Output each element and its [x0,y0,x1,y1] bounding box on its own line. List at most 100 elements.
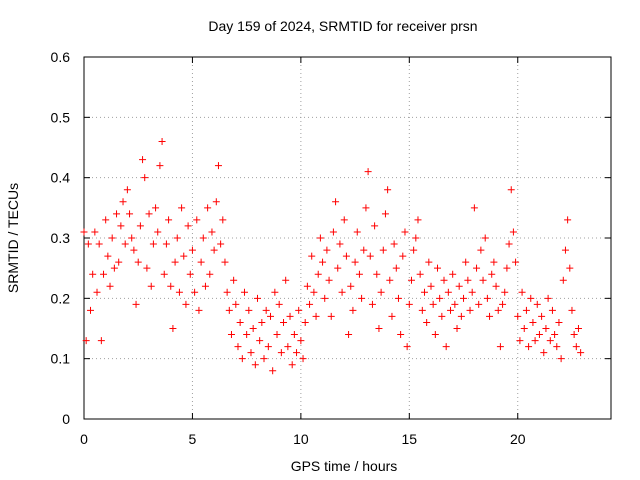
data-point [574,325,582,332]
data-point [243,331,251,339]
data-point [514,312,522,320]
data-point [143,264,151,272]
data-point [512,258,520,266]
data-point [123,186,131,194]
data-point [227,331,235,339]
data-point [280,318,288,326]
data-point [542,325,550,332]
data-point [184,222,192,230]
data-point [490,258,498,266]
data-point [275,300,283,308]
data-point [464,276,472,284]
data-point [431,331,439,339]
data-point [258,318,266,326]
data-point [251,361,259,369]
data-point [336,240,344,248]
data-point [113,210,121,218]
data-point [403,343,411,351]
data-point [197,258,205,266]
data-point [165,216,173,224]
data-point [193,216,201,224]
data-point [531,337,539,345]
data-point [358,294,366,302]
data-point [479,276,487,284]
data-point [561,246,569,254]
data-point [407,276,415,284]
data-point [219,216,227,224]
data-point [559,276,567,284]
data-point [527,294,535,302]
data-point [186,270,194,278]
data-point [188,246,196,254]
data-point [447,306,455,314]
data-point [332,198,340,206]
data-point [115,258,123,266]
data-point [162,240,170,248]
data-point [195,306,203,314]
data-point [535,331,543,339]
data-point [401,228,409,236]
data-point [314,270,322,278]
data-point [438,312,446,320]
data-point [557,355,565,363]
data-point [570,331,578,339]
data-point [444,288,452,296]
grid-lines [84,57,611,419]
data-point [319,258,327,266]
data-point [204,204,212,212]
data-point [306,300,314,308]
data-point [208,228,216,236]
data-point [256,337,264,345]
data-point [221,258,229,266]
data-point [182,300,190,308]
data-point [312,312,320,320]
data-point [286,312,294,320]
data-point [269,367,277,375]
data-point [273,331,281,339]
data-point [297,337,305,345]
data-point [290,331,298,339]
data-point [212,198,220,206]
data-point [525,343,533,351]
data-point [147,282,155,290]
y-tick-label: 0.1 [51,351,71,367]
data-point [501,288,509,296]
data-point [167,282,175,290]
data-point [156,162,164,170]
axis-ticks: 0 0.1 0.2 0.3 0.4 0.5 0.6 0 5 10 15 20 [51,49,611,447]
data-point [416,270,424,278]
data-point [338,288,346,296]
data-point [551,331,559,339]
data-point [548,306,556,314]
data-point [91,228,99,236]
data-point [394,294,402,302]
y-tick-label: 0.2 [51,290,71,306]
data-point [80,228,88,236]
data-point [82,337,90,345]
data-point [141,174,149,182]
data-point [175,288,183,296]
data-point [397,331,405,339]
data-point [375,325,383,332]
data-point [553,343,561,351]
data-point [154,228,162,236]
data-point [178,204,186,212]
data-point [509,228,517,236]
data-point [362,204,370,212]
data-point [473,264,481,272]
data-point [538,312,546,320]
data-point [349,306,357,314]
data-point [210,246,218,254]
data-point [95,240,103,248]
data-point [429,300,437,308]
data-point [132,300,140,308]
data-point [97,337,105,345]
data-point [462,258,470,266]
data-point [483,294,491,302]
data-point [366,252,374,260]
data-point [494,306,502,314]
y-tick-label: 0.4 [51,170,71,186]
data-point [540,349,548,357]
data-point [533,300,541,308]
data-point [214,162,222,170]
